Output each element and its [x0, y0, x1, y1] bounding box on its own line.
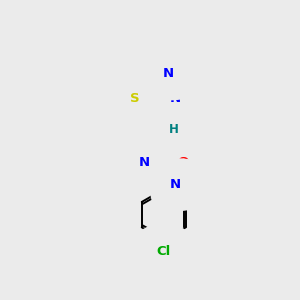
Text: H: H [169, 123, 179, 136]
Text: N: N [162, 68, 173, 80]
Text: O: O [177, 156, 188, 169]
Text: S: S [130, 92, 140, 105]
Text: Cl: Cl [157, 245, 171, 258]
Text: O: O [133, 139, 144, 152]
Text: N: N [170, 92, 182, 105]
Text: N: N [139, 156, 150, 169]
Text: N: N [170, 178, 181, 191]
Text: N: N [154, 123, 166, 136]
